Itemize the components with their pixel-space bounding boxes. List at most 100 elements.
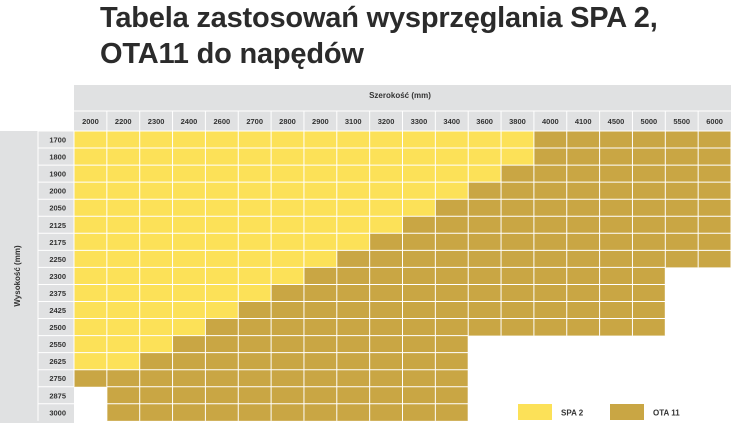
cell-spa2 <box>205 131 239 149</box>
cell-ota11 <box>501 250 534 268</box>
cell-ota11 <box>369 267 403 285</box>
cell-spa2 <box>205 233 239 251</box>
cell-ota11 <box>501 284 534 302</box>
cell-spa2 <box>369 165 403 183</box>
cell-spa2 <box>139 250 173 268</box>
cell-ota11 <box>336 284 370 302</box>
cell-spa2 <box>205 301 239 319</box>
cell-spa2 <box>172 165 206 183</box>
cell-spa2 <box>402 131 436 149</box>
cell-ota11 <box>698 216 731 234</box>
cell-spa2 <box>106 301 140 319</box>
cell-ota11 <box>402 403 436 421</box>
cell-ota11 <box>566 131 600 149</box>
cell-spa2 <box>435 131 469 149</box>
cell-spa2 <box>271 148 304 166</box>
column-tick-label: 2200 <box>115 117 132 126</box>
cell-ota11 <box>566 233 600 251</box>
cell-spa2 <box>106 267 140 285</box>
cell-spa2 <box>271 131 304 149</box>
cell-spa2 <box>238 216 272 234</box>
cell-spa2 <box>139 199 173 217</box>
cell-ota11 <box>336 318 370 336</box>
cell-spa2 <box>172 250 206 268</box>
legend: SPA 2 OTA 11 <box>518 404 680 420</box>
cell-spa2 <box>106 216 140 234</box>
legend-swatch-ota11 <box>610 404 644 420</box>
cell-ota11 <box>435 335 469 353</box>
cell-spa2 <box>238 182 272 200</box>
cell-spa2 <box>402 148 436 166</box>
cell-spa2 <box>106 199 140 217</box>
cell-ota11 <box>271 352 304 370</box>
cell-spa2 <box>172 216 206 234</box>
cell-spa2 <box>402 165 436 183</box>
cell-spa2 <box>205 199 239 217</box>
cell-ota11 <box>336 250 370 268</box>
cell-ota11 <box>106 386 140 404</box>
cell-ota11 <box>599 199 633 217</box>
cell-spa2 <box>139 131 173 149</box>
cell-ota11 <box>238 301 272 319</box>
cell-spa2 <box>435 165 469 183</box>
legend-label-ota11: OTA 11 <box>653 409 680 418</box>
row-tick-label: 2375 <box>49 289 66 298</box>
cell-ota11 <box>698 250 731 268</box>
cell-spa2 <box>238 165 272 183</box>
cell-spa2 <box>74 250 107 268</box>
cell-ota11 <box>172 403 206 421</box>
cell-ota11 <box>468 267 502 285</box>
cell-spa2 <box>402 182 436 200</box>
cell-ota11 <box>698 148 731 166</box>
cell-spa2 <box>139 267 173 285</box>
column-tick-label: 6000 <box>706 117 723 126</box>
title-line-1: Tabela zastosowań wysprzęglania SPA 2, <box>100 2 658 34</box>
cell-spa2 <box>74 165 107 183</box>
cell-ota11 <box>303 335 337 353</box>
cell-spa2 <box>271 199 304 217</box>
column-tick-label: 5500 <box>673 117 690 126</box>
row-tick-label: 2050 <box>49 204 66 213</box>
column-tick-label: 3800 <box>509 117 526 126</box>
column-tick-label: 2000 <box>82 117 99 126</box>
cell-ota11 <box>533 131 567 149</box>
cell-ota11 <box>139 352 173 370</box>
cell-ota11 <box>336 267 370 285</box>
cell-spa2 <box>74 335 107 353</box>
row-header-band <box>0 131 74 423</box>
cell-ota11 <box>599 165 633 183</box>
page-title: Tabela zastosowań wysprzęglania SPA 2, O… <box>100 0 734 72</box>
row-tick-label: 3000 <box>49 408 66 417</box>
cell-spa2 <box>172 148 206 166</box>
cell-ota11 <box>336 403 370 421</box>
cell-ota11 <box>238 335 272 353</box>
cell-ota11 <box>665 131 699 149</box>
cell-ota11 <box>632 199 666 217</box>
cell-ota11 <box>435 233 469 251</box>
cell-ota11 <box>501 233 534 251</box>
cell-spa2 <box>205 284 239 302</box>
cell-ota11 <box>698 131 731 149</box>
cell-ota11 <box>139 403 173 421</box>
cell-ota11 <box>632 131 666 149</box>
row-tick-label: 2125 <box>49 221 66 230</box>
cell-ota11 <box>402 301 436 319</box>
cell-spa2 <box>336 233 370 251</box>
cell-ota11 <box>238 318 272 336</box>
cell-ota11 <box>501 301 534 319</box>
x-axis-label: Szerokość (mm) <box>369 91 431 100</box>
cell-ota11 <box>632 284 666 302</box>
cell-ota11 <box>533 284 567 302</box>
cell-ota11 <box>501 318 534 336</box>
cell-ota11 <box>435 250 469 268</box>
cell-ota11 <box>566 182 600 200</box>
cell-spa2 <box>369 148 403 166</box>
cell-ota11 <box>139 369 173 387</box>
cell-ota11 <box>238 352 272 370</box>
cell-spa2 <box>205 148 239 166</box>
cell-ota11 <box>435 352 469 370</box>
y-axis-label: Wysokość (mm) <box>13 245 22 307</box>
row-tick-label: 2625 <box>49 357 66 366</box>
cell-spa2 <box>369 199 403 217</box>
